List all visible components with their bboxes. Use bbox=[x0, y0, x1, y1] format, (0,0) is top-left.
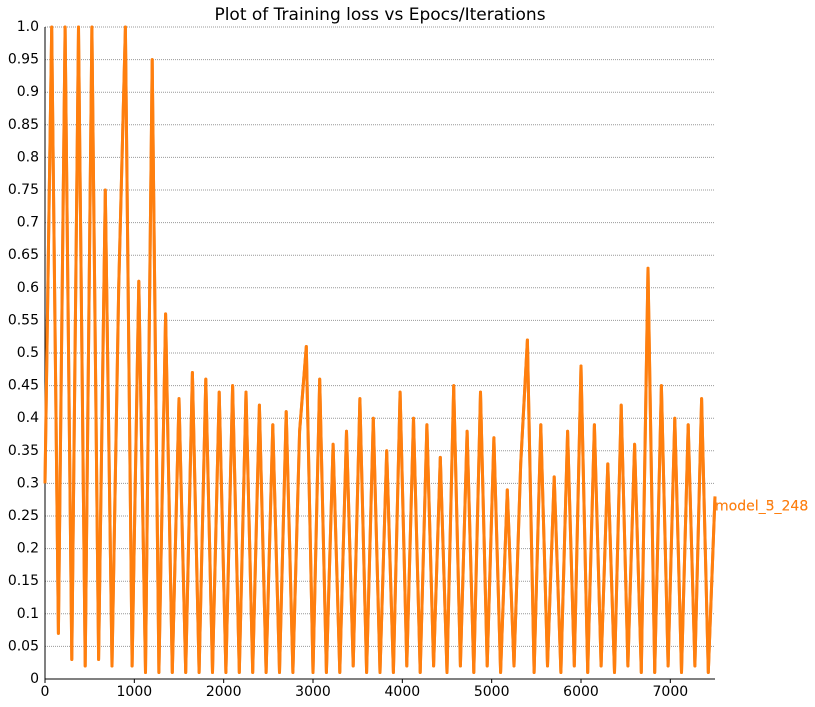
chart-title: Plot of Training loss vs Epocs/Iteration… bbox=[214, 5, 545, 25]
y-tick-label: 0.6 bbox=[17, 280, 39, 296]
series-label: model_5_248 bbox=[715, 498, 808, 514]
x-tick-label: 1000 bbox=[117, 684, 153, 700]
x-tick-label: 2000 bbox=[206, 684, 242, 700]
x-tick-label: 3000 bbox=[295, 684, 331, 700]
x-tick-label: 0 bbox=[41, 684, 50, 700]
x-tick-label: 6000 bbox=[563, 684, 599, 700]
y-tick-label: 0.95 bbox=[8, 52, 39, 68]
x-tick-label: 4000 bbox=[385, 684, 421, 700]
y-tick-label: 0.35 bbox=[8, 443, 39, 459]
y-tick-label: 0.85 bbox=[8, 117, 39, 133]
line-series bbox=[43, 25, 717, 674]
y-tick-label: 0.1 bbox=[17, 606, 39, 622]
y-tick-label: 0.5 bbox=[17, 345, 39, 361]
y-tick-label: 0.65 bbox=[8, 247, 39, 263]
y-tick-label: 0.7 bbox=[17, 215, 39, 231]
x-tick-label: 7000 bbox=[653, 684, 689, 700]
y-tick-label: 1.0 bbox=[17, 19, 39, 35]
y-tick-label: 0.4 bbox=[17, 410, 39, 426]
y-tick-label: 0.15 bbox=[8, 573, 39, 589]
y-tick-label: 0.2 bbox=[17, 541, 39, 557]
y-tick-label: 0.05 bbox=[8, 638, 39, 654]
y-tick-label: 0.55 bbox=[8, 312, 39, 328]
x-tick-label: 5000 bbox=[474, 684, 510, 700]
y-tick-label: 0 bbox=[30, 671, 39, 687]
y-tick-label: 0.9 bbox=[17, 84, 39, 100]
y-tick-label: 0.75 bbox=[8, 182, 39, 198]
series-label: model_3_248 bbox=[715, 498, 808, 514]
y-tick-label: 0.45 bbox=[8, 378, 39, 394]
y-tick-label: 0.8 bbox=[17, 149, 39, 165]
y-tick-label: 0.3 bbox=[17, 475, 39, 491]
y-tick-label: 0.25 bbox=[8, 508, 39, 524]
